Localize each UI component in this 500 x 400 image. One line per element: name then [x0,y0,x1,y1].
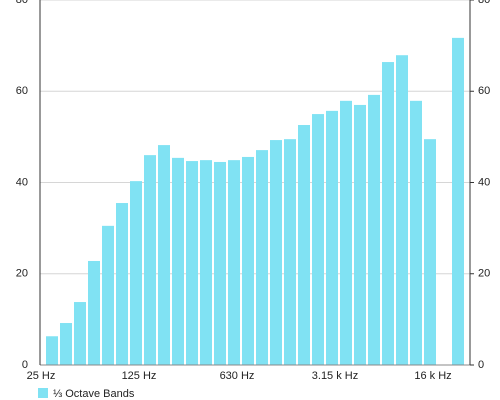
bar [452,37,464,366]
bar [200,160,212,365]
bar [424,139,436,365]
bar [144,155,156,365]
bar [410,100,422,366]
y-tick-label: 60 [16,85,28,97]
bar [102,225,114,365]
x-tick-label: 16 k Hz [414,370,451,382]
bar [172,157,184,365]
x-tick-label: 630 Hz [220,370,255,382]
y2-tick-label: 20 [478,268,490,280]
y-tick-label: 40 [16,176,28,188]
bar [284,139,296,365]
legend-label: ⅓ Octave Bands [53,388,135,400]
bar [60,323,72,365]
bar [186,161,198,365]
bar [130,181,142,365]
bar [116,203,128,365]
bar [326,110,338,366]
bar [354,104,366,365]
y-tick-label: 80 [16,0,28,6]
bar [396,55,408,366]
x-tick-label: 25 Hz [27,370,56,382]
bar [298,125,310,365]
y2-tick-label: 60 [478,85,490,97]
x-tick-label: 3.15 k Hz [312,370,358,382]
legend-swatch [38,388,48,398]
y2-tick-label: 40 [478,176,490,188]
bar [340,100,352,366]
y-tick-label: 20 [16,268,28,280]
x-tick-label: 125 Hz [122,370,157,382]
bar [214,161,226,365]
y2-tick-label: 0 [478,359,484,371]
bar [312,114,324,365]
bar [46,336,58,365]
bar [382,62,394,366]
bar [228,160,240,365]
bar [242,156,254,365]
bar [88,260,100,365]
y2-tick-label: 80 [478,0,490,6]
bar [74,302,86,365]
y-tick-label: 0 [22,359,28,371]
bar [158,145,170,365]
bar [368,94,380,366]
bar [270,140,282,365]
bar [256,150,268,365]
